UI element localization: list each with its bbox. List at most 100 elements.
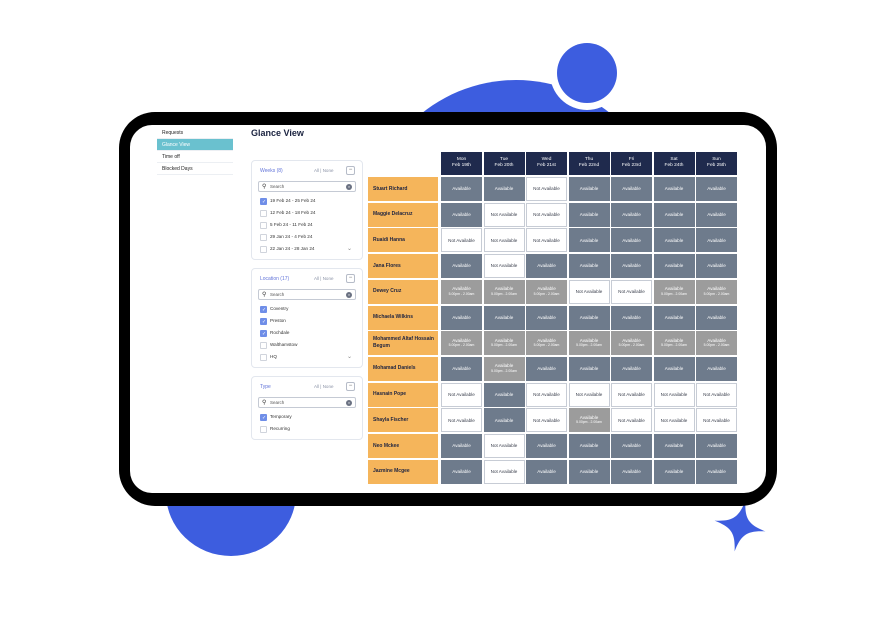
availability-cell[interactable]: Available 5.00pm - 2.00am xyxy=(696,279,737,304)
availability-cell[interactable]: Available xyxy=(611,305,652,330)
availability-cell[interactable]: Not Available xyxy=(483,434,525,458)
checkbox[interactable] xyxy=(260,210,267,217)
availability-cell[interactable]: Available xyxy=(653,305,695,330)
availability-cell[interactable]: Available xyxy=(696,305,737,330)
filter-option[interactable]: 22 Jan 24 - 28 Jan 24 ⌄ xyxy=(258,243,356,255)
availability-cell[interactable]: Not Available xyxy=(441,382,482,407)
availability-cell[interactable]: Not Available xyxy=(696,382,737,407)
select-all-link[interactable]: All xyxy=(314,276,320,281)
availability-cell[interactable]: Available xyxy=(696,356,737,381)
availability-cell[interactable]: Available xyxy=(441,356,482,381)
availability-cell[interactable]: Available xyxy=(441,254,482,279)
availability-cell[interactable]: Available 5.00pm - 2.00am xyxy=(568,408,610,433)
availability-cell[interactable]: Not Available xyxy=(441,408,482,433)
availability-cell[interactable]: Available 5.00pm - 2.00am xyxy=(441,331,482,356)
checkbox[interactable] xyxy=(260,234,267,241)
availability-cell[interactable]: Available xyxy=(653,177,695,201)
availability-cell[interactable]: Available xyxy=(611,177,652,201)
nav-item-blocked-days[interactable]: Blocked Days xyxy=(157,163,233,175)
availability-cell[interactable]: Not Available xyxy=(526,177,567,201)
availability-cell[interactable]: Available xyxy=(611,228,652,253)
collapse-icon[interactable]: − xyxy=(346,274,355,283)
availability-cell[interactable]: Not Available xyxy=(483,459,525,484)
checkbox[interactable] xyxy=(260,354,267,361)
availability-cell[interactable]: Not Available xyxy=(526,228,567,253)
filter-option[interactable]: Coventry xyxy=(258,303,356,316)
availability-cell[interactable]: Available xyxy=(526,305,567,330)
availability-cell[interactable]: Available xyxy=(526,434,567,458)
availability-cell[interactable]: Available 5.00pm - 2.00am xyxy=(441,279,482,304)
availability-cell[interactable]: Available xyxy=(483,305,525,330)
checkbox[interactable] xyxy=(260,304,267,316)
availability-cell[interactable]: Available xyxy=(526,356,567,381)
availability-cell[interactable]: Available xyxy=(653,228,695,253)
availability-cell[interactable]: Available 5.00pm - 2.00am xyxy=(653,279,695,304)
availability-cell[interactable]: Available xyxy=(696,254,737,279)
checkbox[interactable] xyxy=(260,412,267,424)
filter-option[interactable]: 12 Feb 24 - 18 Feb 24 xyxy=(258,207,356,219)
filter-option[interactable]: Temporary xyxy=(258,411,356,424)
availability-cell[interactable]: Available xyxy=(653,434,695,458)
availability-cell[interactable]: Not Available xyxy=(483,202,525,227)
availability-cell[interactable]: Not Available xyxy=(653,382,695,407)
checkbox[interactable] xyxy=(260,316,267,328)
availability-cell[interactable]: Available 5.00pm - 2.00am xyxy=(526,331,567,356)
availability-cell[interactable]: Available xyxy=(568,202,610,227)
availability-cell[interactable]: Not Available xyxy=(526,408,567,433)
availability-cell[interactable]: Available xyxy=(611,202,652,227)
clear-icon[interactable]: × xyxy=(346,183,352,190)
availability-cell[interactable]: Available xyxy=(653,254,695,279)
availability-cell[interactable]: Available 5.00pm - 2.00am xyxy=(483,331,525,356)
availability-cell[interactable]: Available xyxy=(568,305,610,330)
filter-option[interactable]: 19 Feb 24 - 25 Feb 24 xyxy=(258,195,356,208)
availability-cell[interactable]: Not Available xyxy=(611,382,652,407)
availability-cell[interactable]: Available 5.00pm - 2.00am xyxy=(696,331,737,356)
availability-cell[interactable]: Available xyxy=(696,459,737,484)
availability-cell[interactable]: Available xyxy=(696,434,737,458)
clear-icon[interactable]: × xyxy=(346,399,352,406)
availability-cell[interactable]: Not Available xyxy=(611,408,652,433)
checkbox[interactable] xyxy=(260,342,267,349)
availability-cell[interactable]: Available xyxy=(441,202,482,227)
availability-cell[interactable]: Available xyxy=(611,434,652,458)
availability-cell[interactable]: Available xyxy=(526,459,567,484)
collapse-icon[interactable]: − xyxy=(346,382,355,391)
collapse-icon[interactable]: − xyxy=(346,166,355,175)
filter-option[interactable]: Recurring xyxy=(258,423,356,435)
availability-cell[interactable]: Available xyxy=(611,459,652,484)
filter-option[interactable]: Rochdale xyxy=(258,327,356,340)
availability-cell[interactable]: Available xyxy=(568,434,610,458)
availability-cell[interactable]: Available xyxy=(653,459,695,484)
availability-cell[interactable]: Not Available xyxy=(441,228,482,253)
availability-cell[interactable]: Not Available xyxy=(653,408,695,433)
availability-cell[interactable]: Available 5.00pm - 2.00am xyxy=(483,279,525,304)
availability-cell[interactable]: Available xyxy=(483,177,525,201)
availability-cell[interactable]: Available xyxy=(568,254,610,279)
availability-cell[interactable]: Not Available xyxy=(696,408,737,433)
availability-cell[interactable]: Available 5.00pm - 2.00am xyxy=(611,331,652,356)
search-input[interactable] xyxy=(270,398,340,407)
availability-cell[interactable]: Available xyxy=(653,356,695,381)
availability-cell[interactable]: Available xyxy=(568,228,610,253)
availability-cell[interactable]: Available xyxy=(441,434,482,458)
availability-cell[interactable]: Not Available xyxy=(568,279,610,304)
availability-cell[interactable]: Available xyxy=(526,254,567,279)
clear-icon[interactable]: × xyxy=(346,291,352,298)
availability-cell[interactable]: Available xyxy=(483,382,525,407)
availability-cell[interactable]: Available 5.00pm - 2.00am xyxy=(653,331,695,356)
availability-cell[interactable]: Not Available xyxy=(526,382,567,407)
availability-cell[interactable]: Not Available xyxy=(568,382,610,407)
availability-cell[interactable]: Available xyxy=(568,177,610,201)
availability-cell[interactable]: Available 5.00pm - 2.00am xyxy=(526,279,567,304)
checkbox[interactable] xyxy=(260,426,267,433)
filter-option[interactable]: 29 Jan 24 - 4 Feb 24 xyxy=(258,231,356,243)
availability-cell[interactable]: Not Available xyxy=(483,228,525,253)
checkbox[interactable] xyxy=(260,222,267,229)
chevron-down-icon[interactable]: ⌄ xyxy=(346,354,352,360)
checkbox[interactable] xyxy=(260,196,267,208)
select-all-link[interactable]: All xyxy=(314,384,320,389)
availability-cell[interactable]: Available xyxy=(696,177,737,201)
availability-cell[interactable]: Available xyxy=(696,228,737,253)
nav-item-time-off[interactable]: Time off xyxy=(157,151,233,163)
availability-cell[interactable]: Available xyxy=(568,356,610,381)
